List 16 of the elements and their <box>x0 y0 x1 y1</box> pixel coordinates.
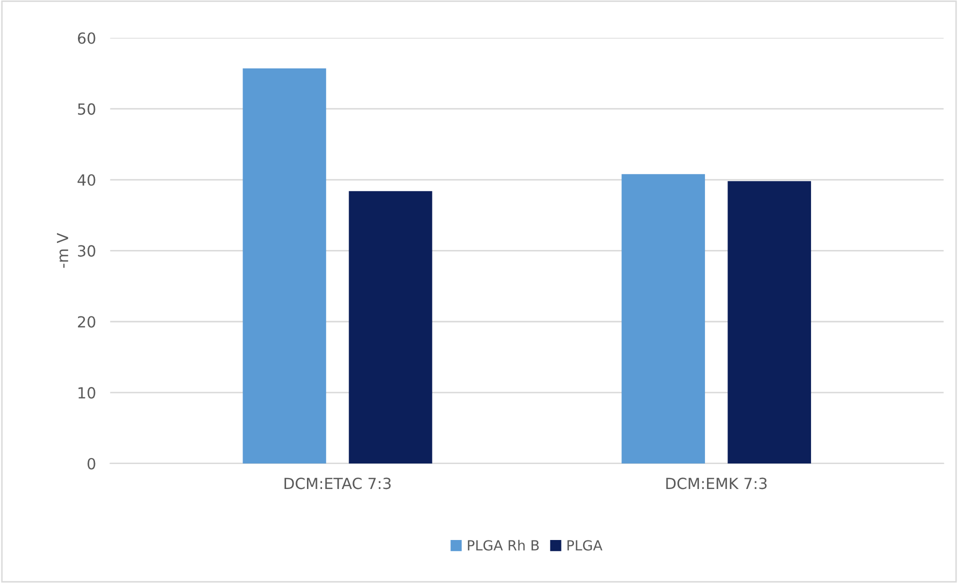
y-tick-label: 20 <box>78 316 96 328</box>
y-axis-title: -m V <box>56 232 68 268</box>
y-tick-label: 10 <box>78 387 96 399</box>
x-tick-label: DCM:ETAC 7:3 <box>284 478 391 490</box>
y-tick-label: 50 <box>78 103 96 115</box>
bar <box>242 68 326 464</box>
y-tick-label: 30 <box>78 245 96 257</box>
y-tick-label: 60 <box>78 32 96 44</box>
x-tick-label: DCM:EMK 7:3 <box>666 478 767 490</box>
bar <box>622 174 705 464</box>
legend-label: PLGA Rh B <box>468 540 539 551</box>
bar <box>348 191 432 464</box>
y-tick-label: 40 <box>78 174 96 186</box>
bar <box>728 181 812 464</box>
legend-label: PLGA <box>568 540 602 551</box>
y-tick-label: 0 <box>88 458 96 470</box>
